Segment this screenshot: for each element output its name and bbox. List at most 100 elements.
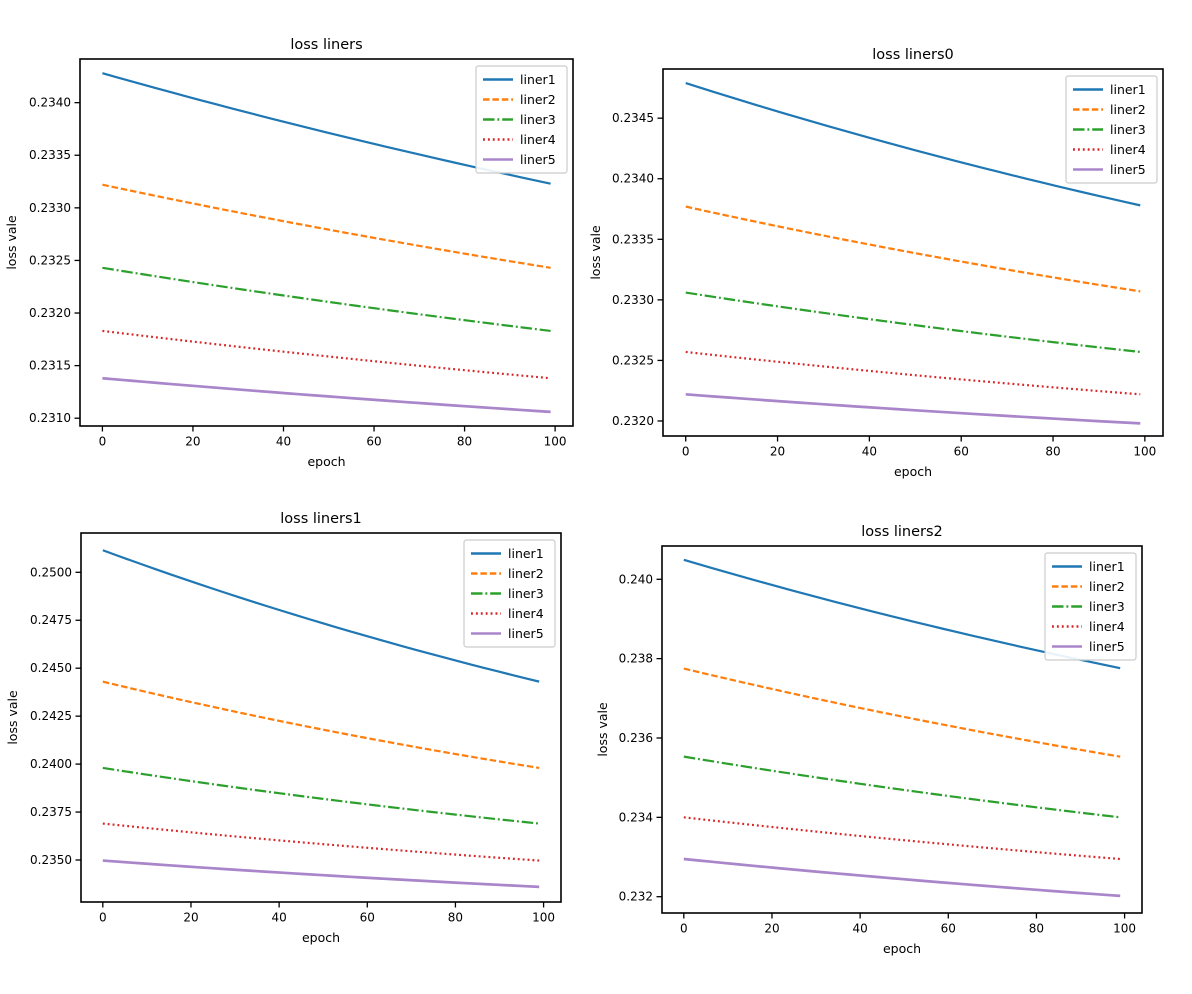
legend-box [463,539,556,648]
x-axis-label: epoch [307,454,345,469]
legend-label-liner3: liner3 [1110,122,1146,137]
x-tick-label: 100 [1113,922,1136,936]
legend-label-liner2: liner2 [520,92,556,107]
legend-label-liner1: liner1 [1089,559,1125,574]
series-line-liner1 [685,82,1141,207]
y-tick-label: 0.2330 [29,201,71,215]
y-tick-label: 0.2335 [29,148,71,162]
x-tick-label: 0 [682,445,690,459]
y-tick-label: 0.2350 [30,853,72,867]
series-line-liner3 [683,755,1121,819]
x-tick-label: 80 [457,435,472,449]
y-tick-label: 0.2425 [30,709,72,723]
y-tick-label: 0.2310 [29,411,71,425]
x-tick-label: 100 [544,435,567,449]
y-axis-label: loss vale [588,225,603,280]
x-tick-label: 0 [99,435,107,449]
x-tick-label: 40 [271,911,286,925]
y-tick-label: 0.232 [619,890,653,904]
y-tick-label: 0.2400 [30,757,72,771]
legend-label-liner5: liner5 [1110,162,1146,177]
x-axis-label: epoch [894,464,932,479]
y-tick-label: 0.2500 [30,565,72,579]
legend-label-liner1: liner1 [508,546,544,561]
x-tick-label: 20 [183,911,198,925]
axes-frame [662,68,1164,437]
y-tick-label: 0.2320 [29,306,71,320]
series-line-liner5 [102,859,540,889]
series-line-liner5 [685,392,1141,425]
legend: liner1 liner2 liner3 liner4 liner5 [475,65,568,174]
y-tick-label: 0.2320 [612,414,654,428]
y-tick-label: 0.234 [619,810,653,824]
x-tick-label: 40 [276,435,291,449]
legend-label-liner5: liner5 [1089,639,1125,654]
legend-label-liner4: liner4 [1110,142,1146,157]
chart-loss-liners2: loss liners2 epoch loss vale 0 20 40 60 80 100 0.… [595,524,1143,956]
y-axis-label: loss vale [4,215,19,270]
x-tick-label: 60 [360,911,375,925]
chart-loss-liners: loss liners epoch loss vale 0 20 40 60 80 100 0.2… [4,37,574,469]
x-tick-label: 20 [185,435,200,449]
y-tick-label: 0.2325 [612,353,654,367]
series-line-liner2 [102,183,551,269]
legend-label-liner3: liner3 [520,112,556,127]
x-axis-label: epoch [302,930,340,945]
series-line-liner5 [102,376,551,414]
y-tick-label: 0.2315 [29,359,71,373]
y-tick-label: 0.238 [619,652,653,666]
legend: liner1 liner2 liner3 liner4 liner5 [1065,75,1158,184]
legend-label-liner4: liner4 [508,606,544,621]
y-tick-label: 0.2475 [30,613,72,627]
legend: liner1 liner2 liner3 liner4 liner5 [1044,552,1137,661]
x-tick-label: 20 [764,922,779,936]
series-line-liner3 [685,291,1141,354]
x-tick-label: 60 [954,445,969,459]
x-tick-label: 20 [770,445,785,459]
y-tick-label: 0.2345 [612,111,654,125]
y-tick-label: 0.240 [619,572,653,586]
x-tick-label: 40 [862,445,877,459]
y-tick-label: 0.2450 [30,661,72,675]
series-line-liner2 [683,667,1121,758]
chart-loss-liners1: loss liners1 epoch loss vale 0 20 40 60 80 100 0.… [5,511,562,945]
y-tick-label: 0.2340 [29,96,71,110]
x-tick-label: 0 [680,922,688,936]
legend-box [1044,552,1137,661]
legend: liner1 liner2 liner3 liner4 liner5 [463,539,556,648]
legend-label-liner2: liner2 [508,566,544,581]
legend-box [1065,75,1158,184]
legend-label-liner1: liner1 [520,72,556,87]
chart-title: loss liners2 [861,524,943,540]
legend-label-liner4: liner4 [520,132,556,147]
series-line-liner3 [102,266,551,333]
series-line-liner3 [102,766,540,825]
axes-frame [80,532,562,903]
x-axis-label: epoch [883,941,921,956]
series-line-liner5 [683,857,1121,898]
chart-title: loss liners [290,37,362,53]
x-tick-label: 100 [1133,445,1156,459]
x-tick-label: 80 [1029,922,1044,936]
legend-box [475,65,568,174]
x-tick-label: 40 [852,922,867,936]
y-axis-label: loss vale [595,702,610,757]
series-line-liner1 [102,549,540,683]
x-tick-label: 80 [448,911,463,925]
x-tick-label: 80 [1045,445,1060,459]
axes-frame [79,58,574,427]
chart-title: loss liners0 [872,47,954,63]
y-tick-label: 0.2340 [612,172,654,186]
y-tick-label: 0.236 [619,731,653,745]
axes-frame [661,545,1143,914]
chart-title: loss liners1 [280,511,362,527]
series-line-liner4 [685,350,1141,396]
x-tick-label: 100 [532,911,555,925]
y-axis-label: loss vale [5,690,20,745]
legend-label-liner5: liner5 [520,152,556,167]
x-tick-label: 60 [941,922,956,936]
legend-label-liner3: liner3 [508,586,544,601]
series-line-liner4 [683,816,1121,861]
legend-label-liner4: liner4 [1089,619,1125,634]
